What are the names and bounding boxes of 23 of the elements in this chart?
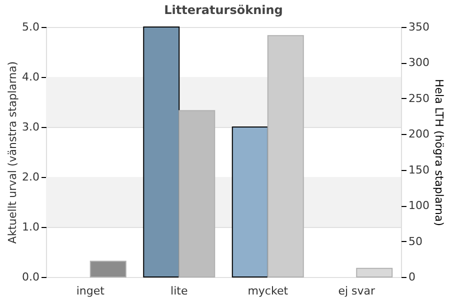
- y2-tick-label: 50: [408, 234, 422, 248]
- y-axis-title: Aktuellt urval (vänstra staplarna): [6, 61, 20, 244]
- y-tick-label: 5.0: [22, 20, 40, 34]
- chart-title: Litteratursökning: [164, 3, 283, 17]
- y2-tick-label: 350: [408, 20, 430, 34]
- y-tick-label: 4.0: [22, 70, 40, 84]
- y-tick-label: 3.0: [22, 120, 40, 134]
- x-tick-label: lite: [170, 284, 188, 298]
- y-tick-label: 2.0: [22, 170, 40, 184]
- y2-axis-title: Hela LTH (högra staplarna): [432, 78, 446, 226]
- y2-tick-label: 100: [408, 199, 430, 212]
- y2-tick-label: 300: [408, 56, 430, 70]
- y2-tick-label: 150: [408, 163, 430, 176]
- y-tick-label: 1.0: [22, 220, 40, 234]
- y2-tick-label: 200: [408, 128, 430, 141]
- x-tick-label: inget: [76, 284, 106, 298]
- x-tick-label: ej svar: [338, 284, 376, 298]
- bar: [90, 260, 126, 278]
- y-tick-label: 0.0: [22, 270, 40, 284]
- y2-tick-label: 0: [408, 270, 416, 284]
- bar: [356, 268, 393, 278]
- x-tick-label: mycket: [248, 284, 289, 298]
- y2-tick-label: 250: [408, 92, 430, 105]
